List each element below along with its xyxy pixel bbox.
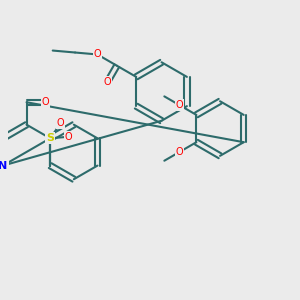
Text: O: O bbox=[103, 77, 111, 87]
Text: O: O bbox=[64, 132, 72, 142]
Text: O: O bbox=[94, 50, 101, 59]
Text: O: O bbox=[176, 100, 183, 110]
Text: O: O bbox=[176, 147, 183, 157]
Text: O: O bbox=[57, 118, 64, 128]
Text: O: O bbox=[42, 97, 50, 107]
Text: S: S bbox=[46, 133, 54, 143]
Text: N: N bbox=[0, 160, 8, 171]
